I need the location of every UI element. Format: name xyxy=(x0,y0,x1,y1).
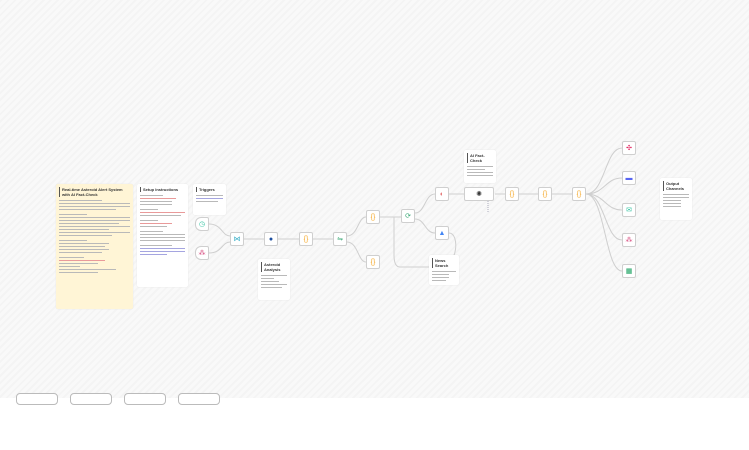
discord-node[interactable]: ▬ xyxy=(622,171,636,185)
nasa-icon: ● xyxy=(268,235,274,243)
sticky-note-output-channels[interactable]: Output Channels xyxy=(660,178,692,220)
email-icon: ✉ xyxy=(626,207,632,214)
note-title: Asteroid Analysis xyxy=(261,262,287,272)
news-icon: ▲ xyxy=(438,229,446,237)
sticky-note-asteroid-analysis[interactable]: Asteroid Analysis xyxy=(258,259,290,300)
code-icon: {} xyxy=(509,190,515,198)
merge-icon: ⋈ xyxy=(233,236,241,243)
openai-icon: ✺ xyxy=(476,191,482,198)
toolbar-button[interactable] xyxy=(16,393,58,405)
code-node[interactable]: {} xyxy=(299,232,313,246)
note-title: AI Fact-Check xyxy=(467,153,493,163)
translate-icon: ◐ xyxy=(439,190,445,198)
sticky-note-ai-fact-check[interactable]: AI Fact-Check xyxy=(464,150,496,183)
code-icon: {} xyxy=(576,190,582,198)
sticky-note-news-search[interactable]: News Search xyxy=(429,255,459,285)
note-title: News Search xyxy=(432,258,456,268)
sheets-node[interactable]: ▦ xyxy=(622,264,636,278)
sheets-icon: ▦ xyxy=(625,268,633,275)
loop-icon: ⟳ xyxy=(405,213,411,220)
code-node[interactable]: {} xyxy=(366,255,380,269)
bottom-panel xyxy=(0,398,749,450)
connections xyxy=(208,147,623,272)
schedule-trigger-node[interactable]: ◷ xyxy=(195,217,209,231)
code-node[interactable]: {} xyxy=(572,187,586,201)
sticky-note-setup[interactable]: Setup Instructions xyxy=(137,184,188,287)
code-icon: {} xyxy=(542,190,548,198)
sticky-note-triggers[interactable]: Triggers xyxy=(193,184,226,215)
clock-icon: ◷ xyxy=(198,221,206,228)
news-search-node[interactable]: ▲ xyxy=(435,226,449,240)
code-node[interactable]: {} xyxy=(505,187,519,201)
toolbar-button[interactable] xyxy=(178,393,220,405)
note-title: Triggers xyxy=(196,187,223,192)
code-icon: {} xyxy=(370,258,376,266)
toolbar-button[interactable] xyxy=(124,393,166,405)
translate-node[interactable]: ◐ xyxy=(435,187,449,201)
code-icon: {} xyxy=(370,213,376,221)
sticky-note-overview[interactable]: Real-time Asteroid Alert System with AI … xyxy=(56,184,133,309)
code-icon: {} xyxy=(303,235,309,243)
toolbar-button[interactable] xyxy=(70,393,112,405)
slack-icon: ✣ xyxy=(626,145,632,152)
code-node[interactable]: {} xyxy=(538,187,552,201)
note-title: Output Channels xyxy=(663,181,689,191)
workflow-canvas[interactable]: Real-time Asteroid Alert System with AI … xyxy=(0,0,749,398)
slack-node[interactable]: ✣ xyxy=(622,141,636,155)
code-node[interactable]: {} xyxy=(366,210,380,224)
loop-node[interactable]: ⟳ xyxy=(401,209,415,223)
webhook-icon: ⁂ xyxy=(625,237,633,244)
merge-node[interactable]: ⋈ xyxy=(230,232,244,246)
webhook-trigger-node[interactable]: ⁂ xyxy=(195,246,209,260)
discord-icon: ▬ xyxy=(625,174,633,182)
webhook-icon: ⁂ xyxy=(198,250,206,257)
note-title: Setup Instructions xyxy=(140,187,185,192)
filter-node[interactable]: ⇋ xyxy=(333,232,347,246)
nasa-node[interactable]: ● xyxy=(264,232,278,246)
note-title: Real-time Asteroid Alert System with AI … xyxy=(59,187,130,197)
email-node[interactable]: ✉ xyxy=(622,203,636,217)
ai-agent-node[interactable]: ✺ xyxy=(464,187,494,201)
filter-icon: ⇋ xyxy=(337,236,343,243)
webhook-node[interactable]: ⁂ xyxy=(622,233,636,247)
